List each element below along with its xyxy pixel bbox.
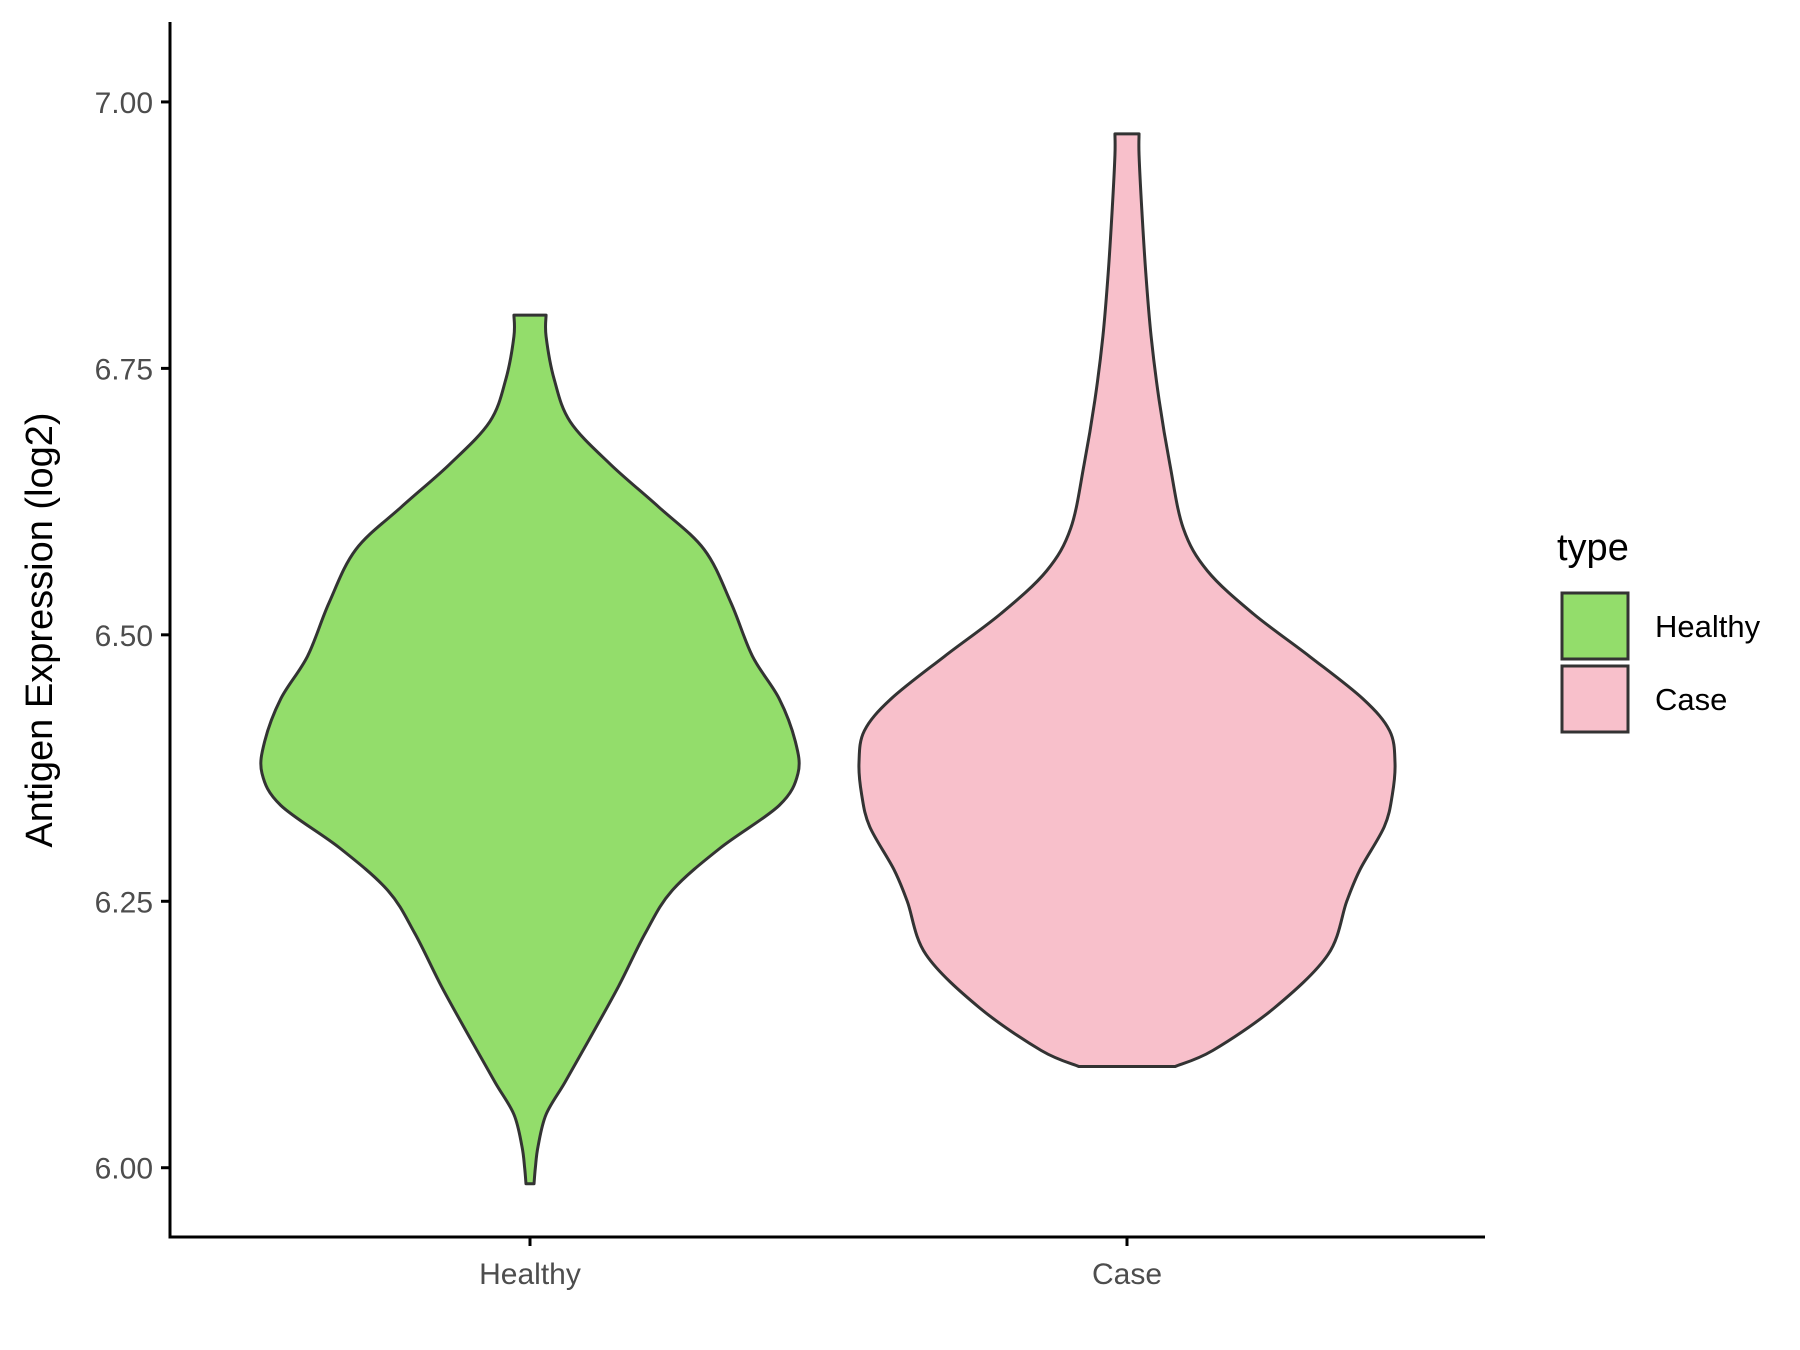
legend-title: type <box>1557 527 1629 569</box>
y-tick-label: 7.00 <box>95 87 153 120</box>
axes-layer <box>168 22 1485 1239</box>
x-tick-label: Healthy <box>479 1258 581 1291</box>
x-tick-label: Case <box>1092 1258 1162 1291</box>
y-axis-ticks: 6.00 6.25 6.50 6.75 7.00 <box>95 87 170 1186</box>
y-tick-label: 6.00 <box>95 1153 153 1186</box>
legend: type Healthy Case <box>1557 527 1761 734</box>
violins-layer <box>259 132 1397 1186</box>
legend-swatch-case <box>1560 664 1630 734</box>
violin-healthy <box>259 313 801 1186</box>
violin-case <box>857 132 1397 1068</box>
legend-label-case: Case <box>1655 682 1727 717</box>
y-tick-label: 6.75 <box>95 353 153 386</box>
y-tick-label: 6.50 <box>95 620 153 653</box>
y-axis-title: Antigen Expression (log2) <box>19 412 61 847</box>
legend-swatch-healthy <box>1560 591 1630 661</box>
legend-entries: Healthy Case <box>1560 591 1761 734</box>
y-tick-label: 6.25 <box>95 886 153 919</box>
x-axis-ticks: Healthy Case <box>479 1237 1162 1291</box>
legend-label-healthy: Healthy <box>1655 609 1761 644</box>
